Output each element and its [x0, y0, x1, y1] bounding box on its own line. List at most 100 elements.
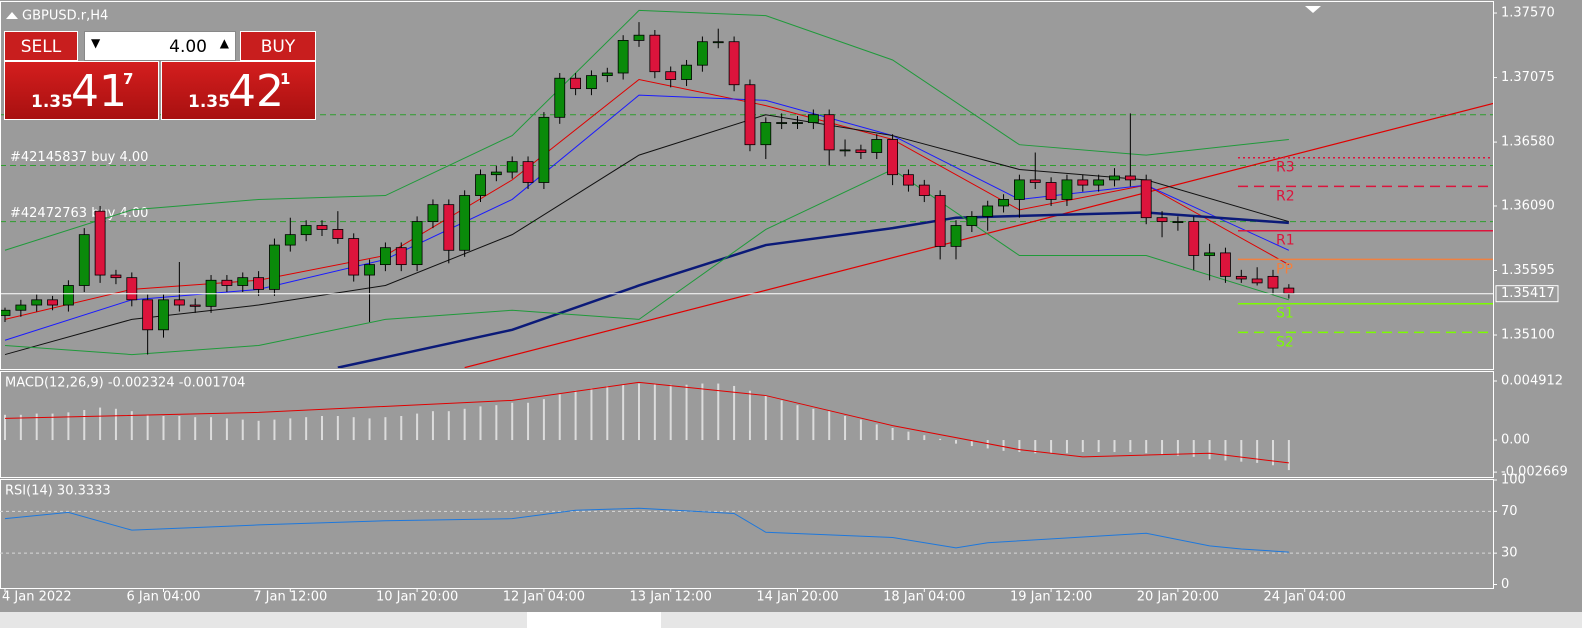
- candle-body: [110, 274, 122, 279]
- y-tick-label: 30: [1501, 546, 1518, 561]
- pivot-label: R3: [1276, 160, 1295, 176]
- candle-body: [364, 264, 375, 276]
- candle-body: [63, 285, 74, 306]
- pivot-label: PP: [1276, 261, 1293, 277]
- candle-body: [506, 161, 518, 173]
- candle-body: [459, 195, 471, 251]
- bid-quote[interactable]: 1.35 41 7: [4, 61, 159, 120]
- candle-body: [903, 174, 914, 186]
- y-tick-label: 0: [1501, 577, 1509, 592]
- candle-body: [490, 171, 502, 176]
- y-tick-label: 1.35100: [1501, 328, 1555, 343]
- rsi-line: [4, 507, 1289, 553]
- price-tag-label: 1.35417: [1501, 286, 1555, 301]
- candle-body: [1251, 278, 1263, 284]
- candle-body: [1156, 217, 1168, 223]
- candle-body: [807, 114, 819, 123]
- candle-body: [427, 204, 439, 223]
- ask-big: 1.35: [188, 92, 230, 112]
- candle-body: [379, 247, 391, 266]
- one-click-trading: SELL ▼ 4.00 ▲ BUY 1.35 41 7 1.35 42 1: [4, 31, 316, 120]
- candle-body: [1204, 252, 1215, 256]
- x-tick-label: 12 Jan 04:00: [503, 590, 585, 605]
- y-tick-label: 1.36090: [1501, 198, 1555, 213]
- candle-body: [998, 199, 1009, 207]
- candle-body: [823, 114, 835, 151]
- candle-body: [158, 299, 169, 331]
- sell-button[interactable]: SELL: [4, 31, 78, 61]
- candle-body: [760, 122, 772, 146]
- pivot-label: R2: [1276, 188, 1295, 204]
- candle-body: [966, 215, 978, 226]
- candle-body: [269, 244, 280, 290]
- candle-body: [411, 221, 423, 266]
- trend-line: [464, 102, 1493, 368]
- candle-body: [316, 225, 328, 230]
- ask-quote[interactable]: 1.35 42 1: [161, 61, 316, 120]
- buy-button[interactable]: BUY: [240, 31, 316, 61]
- rsi-title: RSI(14) 30.3333: [5, 484, 111, 499]
- candle-body: [348, 238, 360, 276]
- candle-body: [728, 41, 740, 86]
- candle-body: [78, 234, 90, 286]
- candle-body: [1235, 275, 1247, 280]
- candle-body: [1045, 182, 1057, 200]
- candle-body: [1220, 252, 1231, 277]
- up-arrow[interactable]: ▲: [219, 36, 229, 50]
- candle-body: [617, 40, 629, 74]
- x-tick-label: 20 Jan 20:00: [1137, 590, 1219, 605]
- indicator-line: [337, 211, 1289, 368]
- candle-body: [538, 116, 550, 183]
- down-arrow[interactable]: ▼: [91, 36, 101, 50]
- candle-body: [173, 299, 185, 306]
- candle-body: [126, 277, 138, 301]
- candle-body: [697, 41, 708, 66]
- candle-body: [1014, 179, 1025, 200]
- active-tab[interactable]: [527, 612, 661, 628]
- candle-body: [744, 84, 756, 146]
- candle-body: [1283, 287, 1295, 294]
- y-tick-label: 1.37075: [1501, 70, 1555, 85]
- bid-point: 7: [123, 70, 134, 88]
- candle-body: [284, 234, 296, 246]
- candle-body: [1140, 179, 1152, 219]
- candle-body: [934, 195, 946, 247]
- panel-frame: [0, 479, 1494, 589]
- candle-body: [681, 64, 692, 80]
- candle-body: [237, 277, 249, 286]
- y-tick-label: 70: [1501, 504, 1518, 519]
- candle-body: [712, 41, 724, 44]
- y-tick-label: 1.36580: [1501, 135, 1555, 150]
- candle-body: [776, 122, 788, 124]
- indicator-line: [4, 114, 1289, 356]
- candle-body: [855, 149, 867, 153]
- candle-body: [839, 149, 851, 152]
- y-tick-label: 0.00: [1501, 433, 1530, 448]
- pivot-label: S2: [1276, 334, 1294, 350]
- candle-body: [189, 304, 201, 307]
- candle-body: [554, 77, 566, 118]
- candle-body: [94, 210, 106, 276]
- x-tick-label: 14 Jan 20:00: [756, 590, 838, 605]
- candle-body: [300, 225, 312, 236]
- candle-body: [665, 71, 677, 80]
- candle-body: [887, 139, 898, 176]
- x-tick-label: 24 Jan 04:00: [1264, 590, 1346, 605]
- candle-body: [522, 161, 534, 183]
- price-pane: #42145837 buy 4.00 #42472763 buy 4.00 R3 R2…: [1, 9, 1493, 368]
- x-tick-label: 7 Jan 12:00: [253, 590, 327, 605]
- tab-bar: [0, 612, 1582, 628]
- candle-body: [1, 309, 11, 316]
- collapse-icon[interactable]: [6, 12, 18, 19]
- price-tag: [1495, 285, 1559, 303]
- pivot-label: S1: [1276, 306, 1294, 322]
- volume-box[interactable]: ▼ 4.00 ▲: [84, 31, 236, 61]
- pivot-label: R1: [1276, 233, 1295, 249]
- bid-big: 1.35: [31, 92, 73, 112]
- candle-body: [1029, 179, 1041, 183]
- y-tick-label: 1.37570: [1501, 6, 1555, 21]
- y-tick-label: -0.002669: [1501, 465, 1568, 480]
- candle-body: [475, 174, 486, 196]
